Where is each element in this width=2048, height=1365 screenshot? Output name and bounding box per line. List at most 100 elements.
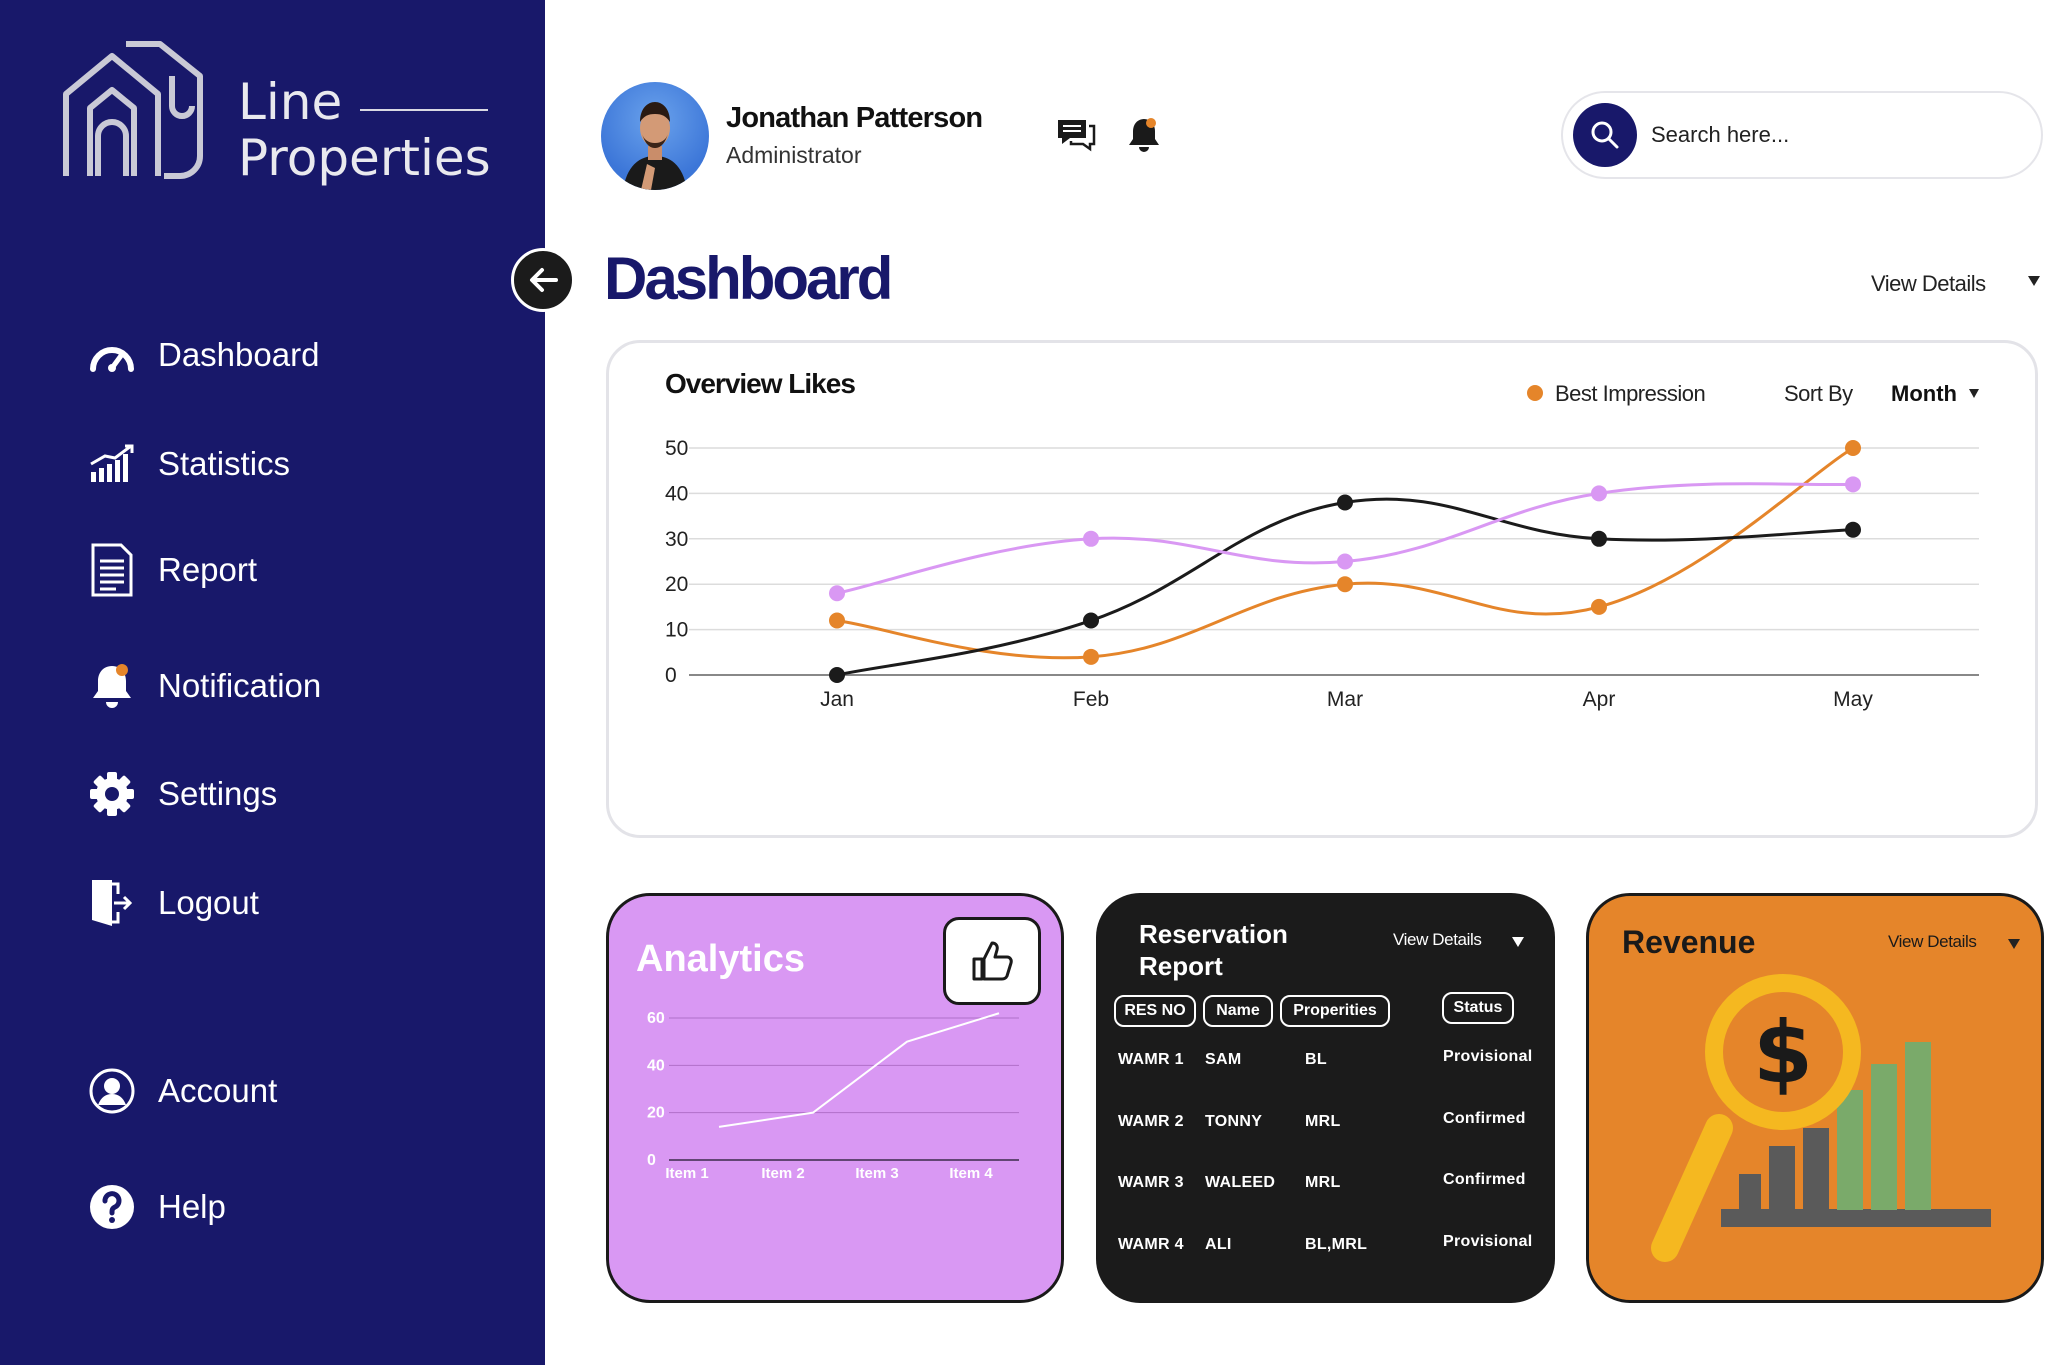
res-row-1-no: WAMR 1 [1118,1051,1184,1068]
sidebar-item-label: Settings [158,775,278,812]
data-point[interactable] [1083,648,1099,665]
sort-value[interactable]: Month [1891,381,1957,406]
chevron-down-icon[interactable] [1512,937,1524,947]
bell-icon [88,662,136,710]
chart-title: Overview Likes [665,368,855,399]
brand-line2: Properties [238,129,491,187]
column-header-status[interactable]: Status [1442,992,1514,1024]
sidebar-item-settings[interactable]: Settings [88,766,277,822]
sidebar-item-label: Statistics [158,445,291,482]
search-button[interactable] [1573,103,1637,167]
column-header-res-no[interactable]: RES NO [1114,995,1196,1027]
data-point[interactable] [1083,530,1099,547]
mini-y-tick-label: 40 [647,1057,665,1074]
document-icon [88,543,136,597]
brand-line1: Line [238,73,343,131]
overview-likes-chart: Overview Likes Best Impression Sort By M… [665,368,1979,711]
y-tick-label: 10 [665,619,688,642]
user-name: Jonathan Patterson [726,102,983,134]
chevron-down-icon[interactable] [2028,276,2040,286]
sort-by-label: Sort By [1784,381,1853,406]
y-tick-label: 50 [665,437,688,460]
data-point[interactable] [829,585,845,602]
avatar[interactable] [601,82,709,190]
brand-name: Line Properties [238,74,491,186]
reservation-title-line1: Reservation [1139,919,1288,949]
x-tick-label: May [1833,688,1873,711]
user-circle-icon [88,1067,136,1115]
res-row-2-property: MRL [1305,1113,1341,1130]
data-point[interactable] [1845,521,1861,538]
gear-icon [88,770,136,818]
arrow-left-icon [530,268,558,292]
data-point[interactable] [1845,476,1861,493]
data-point[interactable] [1845,440,1861,456]
logout-door-icon [88,879,136,927]
mini-x-tick-label: Item 3 [855,1165,898,1182]
sidebar-item-label: Notification [158,667,322,704]
thumbs-up-icon [972,941,1013,981]
messages-icon[interactable] [1056,116,1096,156]
revenue-illustration-icon: $ [1651,974,1991,1262]
revenue-title: Revenue [1622,924,1756,960]
x-tick-label: Jan [820,688,854,711]
data-point[interactable] [1337,553,1353,570]
sidebar-item-help[interactable]: Help [88,1179,226,1235]
res-row-1-status: Provisional [1443,1048,1533,1065]
sidebar-item-notification[interactable]: Notification [88,658,321,714]
res-row-4-property: BL,MRL [1305,1236,1368,1253]
like-button[interactable] [943,917,1041,1005]
y-tick-label: 40 [665,482,688,505]
sidebar-item-statistics[interactable]: Statistics [88,436,290,492]
res-row-4-status: Provisional [1443,1233,1533,1250]
sidebar-item-label: Logout [158,884,259,921]
x-tick-label: Mar [1327,688,1363,711]
overview-likes-card: Overview Likes Best Impression Sort By M… [606,340,2038,838]
search-icon [1591,121,1619,149]
data-point[interactable] [829,612,845,629]
res-row-2-no: WAMR 2 [1118,1113,1184,1130]
speedometer-icon [88,331,136,379]
column-header-properties[interactable]: Properities [1280,995,1390,1027]
res-row-3-name: WALEED [1205,1174,1276,1191]
reservation-report-card: Reservation Report View Details RES NO N… [1096,893,1555,1303]
view-details-link[interactable]: View Details [1871,271,1986,296]
sidebar-item-report[interactable]: Report [88,542,257,598]
res-row-2-name: TONNY [1205,1113,1263,1130]
collapse-sidebar-button[interactable] [511,248,575,312]
res-row-3-status: Confirmed [1443,1171,1526,1188]
sidebar-item-label: Report [158,551,258,588]
data-point[interactable] [1337,494,1353,511]
y-tick-label: 30 [665,528,688,551]
data-point[interactable] [1337,576,1353,593]
res-row-4-name: ALI [1205,1236,1232,1253]
x-tick-label: Apr [1583,688,1616,711]
chevron-down-icon[interactable] [2008,939,2020,949]
data-point[interactable] [1591,598,1607,615]
sidebar-item-dashboard[interactable]: Dashboard [88,327,319,383]
notification-bell-icon[interactable] [1124,114,1164,154]
brand-logo: Line Properties [60,36,520,196]
sidebar-item-account[interactable]: Account [88,1063,277,1119]
data-point[interactable] [829,667,845,683]
res-row-3-property: MRL [1305,1174,1341,1191]
sidebar-item-logout[interactable]: Logout [88,875,259,931]
mini-x-tick-label: Item 1 [665,1165,708,1182]
res-row-3-no: WAMR 3 [1118,1174,1184,1191]
res-row-1-name: SAM [1205,1051,1242,1068]
brand-divider [360,109,488,111]
search-input[interactable] [1651,122,2011,148]
data-point[interactable] [1083,612,1099,629]
sort-chevron-down-icon[interactable] [1969,389,1979,398]
user-photo-icon [623,102,687,190]
reservation-view-details[interactable]: View Details [1393,930,1482,949]
revenue-view-details[interactable]: View Details [1888,932,1977,951]
res-row-4-no: WAMR 4 [1118,1236,1184,1253]
data-point[interactable] [1591,485,1607,502]
legend-label: Best Impression [1555,381,1705,406]
mini-y-tick-label: 0 [647,1152,656,1169]
search-bar[interactable] [1561,91,2043,179]
page-title: Dashboard [604,245,893,312]
column-header-name[interactable]: Name [1203,995,1273,1027]
data-point[interactable] [1591,530,1607,547]
